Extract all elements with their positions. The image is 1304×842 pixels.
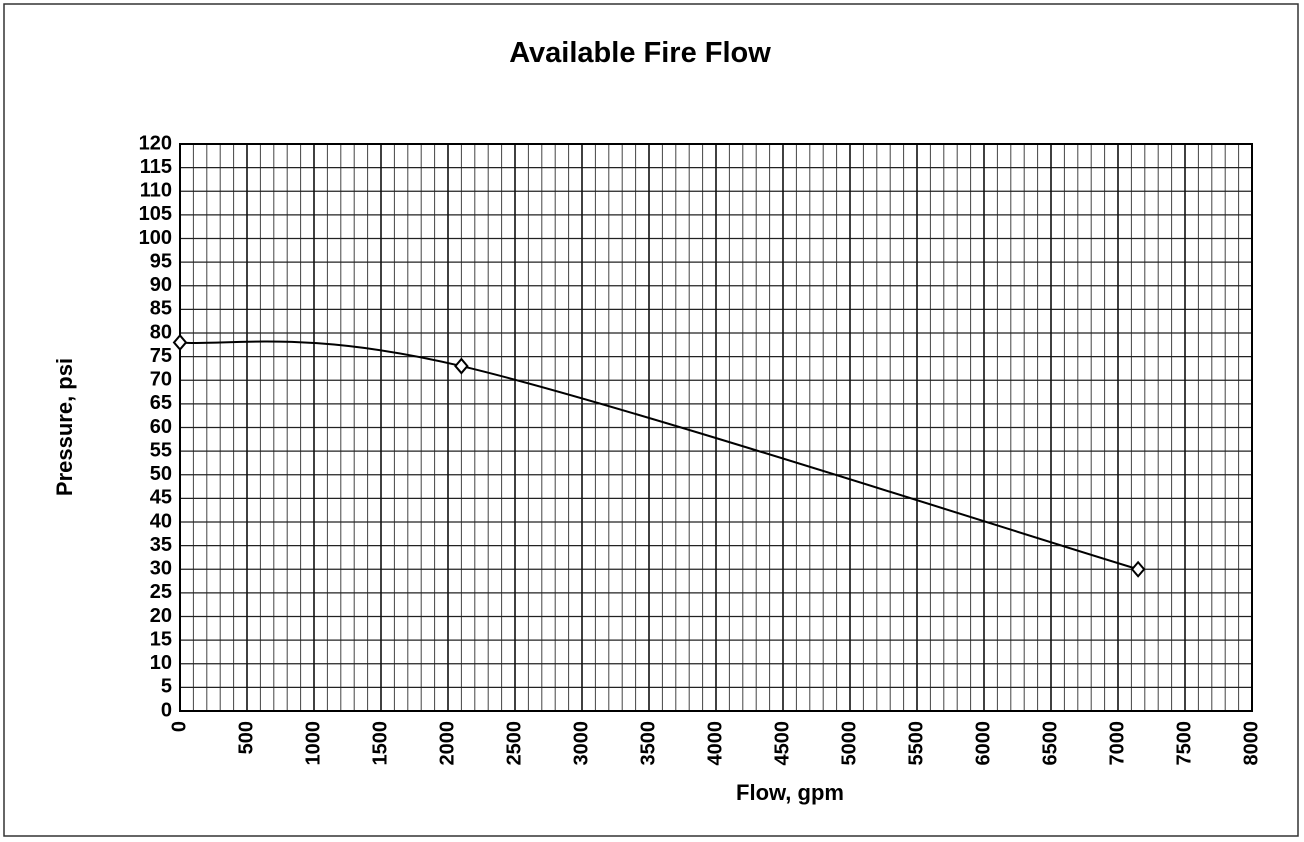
y-tick-label: 10	[150, 652, 172, 674]
y-tick-label: 105	[139, 203, 172, 225]
y-tick-label: 55	[150, 439, 172, 461]
x-tick-label: 500	[235, 721, 257, 754]
y-tick-label: 80	[150, 321, 172, 343]
y-tick-label: 5	[161, 676, 172, 698]
y-tick-label: 20	[150, 605, 172, 627]
y-tick-label: 0	[161, 699, 172, 721]
x-tick-label: 4500	[771, 721, 793, 766]
x-tick-label: 7000	[1106, 721, 1128, 766]
y-tick-label: 35	[150, 534, 172, 556]
x-tick-label: 6500	[1039, 721, 1061, 766]
y-tick-label: 95	[150, 250, 172, 272]
x-tick-label: 2000	[436, 721, 458, 766]
x-axis-label: Flow, gpm	[736, 780, 844, 805]
y-tick-label: 75	[150, 345, 172, 367]
x-tick-label: 3000	[570, 721, 592, 766]
y-tick-label: 50	[150, 463, 172, 485]
y-tick-label: 45	[150, 487, 172, 509]
y-tick-label: 25	[150, 581, 172, 603]
chart-title: Available Fire Flow	[509, 37, 771, 69]
y-tick-label: 65	[150, 392, 172, 414]
data-marker	[454, 357, 469, 375]
x-tick-label: 3500	[637, 721, 659, 766]
x-tick-label: 8000	[1240, 721, 1262, 766]
y-tick-label: 115	[140, 156, 172, 178]
chart-frame	[3, 3, 1299, 837]
x-tick-label: 2500	[503, 721, 525, 766]
data-line	[179, 340, 1139, 571]
x-tick-label: 6000	[972, 721, 994, 766]
data-marker	[172, 333, 188, 351]
plot-border	[179, 143, 1253, 712]
y-tick-label: 15	[150, 628, 172, 650]
data-marker	[1130, 560, 1146, 578]
y-tick-label: 70	[150, 369, 172, 391]
y-tick-label: 120	[139, 132, 172, 154]
x-tick-label: 5000	[838, 721, 860, 766]
x-tick-label: 0	[168, 721, 190, 732]
y-tick-label: 100	[139, 227, 172, 249]
y-tick-label: 110	[140, 180, 172, 202]
y-tick-label: 30	[150, 558, 172, 580]
y-tick-label: 40	[150, 510, 172, 532]
y-tick-label: 60	[150, 416, 172, 438]
x-tick-label: 1500	[369, 721, 391, 766]
x-tick-label: 5500	[905, 721, 927, 766]
y-tick-label: 90	[150, 274, 172, 296]
y-tick-label: 85	[150, 298, 172, 320]
x-tick-label: 4000	[704, 721, 726, 766]
y-axis-label: Pressure, psi	[52, 358, 77, 496]
x-tick-label: 1000	[302, 721, 324, 766]
x-tick-label: 7500	[1173, 721, 1195, 766]
